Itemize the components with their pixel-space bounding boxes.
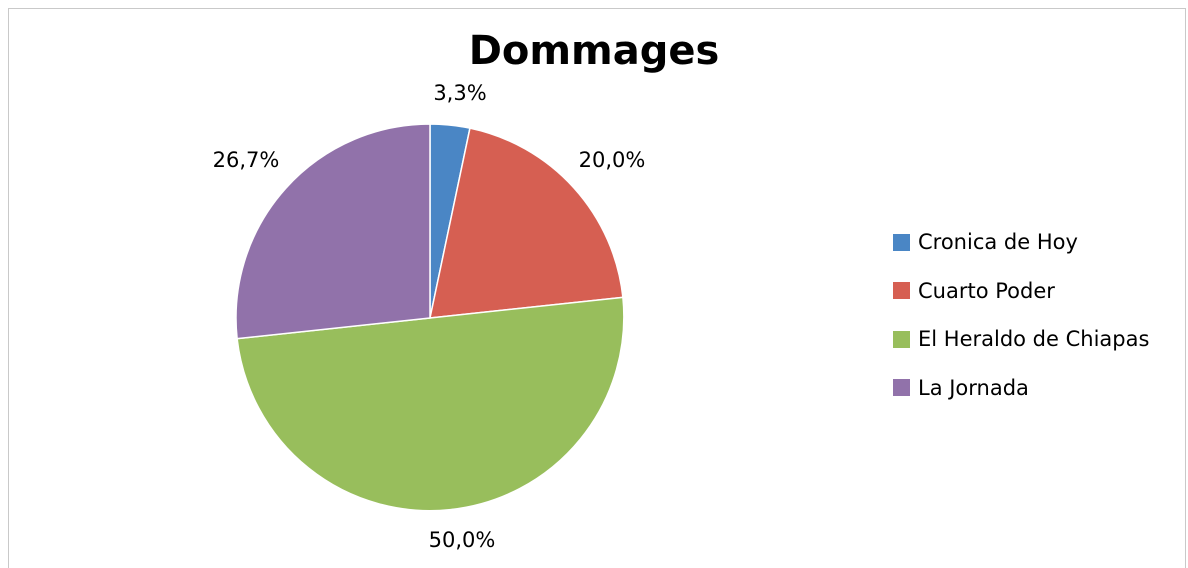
- legend-label: Cuarto Poder: [918, 278, 1055, 303]
- legend-swatch: [893, 282, 910, 299]
- legend-item-la-jornada: La Jornada: [893, 376, 1149, 400]
- pie-slice-el-heraldo-de-chiapas: [236, 296, 625, 512]
- legend-item-cuarto-poder: Cuarto Poder: [893, 279, 1149, 303]
- data-label-el-heraldo-de-chiapas: 50,0%: [429, 528, 496, 552]
- data-label-cronica-de-hoy: 3,3%: [433, 81, 486, 105]
- pie-slice-la-jornada: [235, 123, 431, 340]
- pie-slice-cuarto-poder: [429, 127, 624, 319]
- chart-frame: [8, 8, 1186, 568]
- legend-swatch: [893, 330, 910, 348]
- data-label-cuarto-poder: 20,0%: [579, 148, 646, 172]
- chart-title: Dommages: [468, 28, 720, 74]
- legend-label: El Heraldo de Chiapas: [918, 327, 1150, 351]
- legend-swatch: [893, 233, 910, 251]
- legend-item-el-heraldo-de-chiapas: El Heraldo de Chiapas: [893, 327, 1149, 351]
- legend-item-cronica-de-hoy: Cronica de Hoy: [893, 230, 1149, 254]
- legend-swatch: [893, 379, 910, 396]
- legend: Cronica de Hoy Cuarto Poder El Heraldo d…: [893, 230, 1149, 424]
- legend-label: La Jornada: [918, 375, 1029, 400]
- data-label-la-jornada: 26,7%: [213, 148, 280, 172]
- legend-label: Cronica de Hoy: [918, 230, 1078, 254]
